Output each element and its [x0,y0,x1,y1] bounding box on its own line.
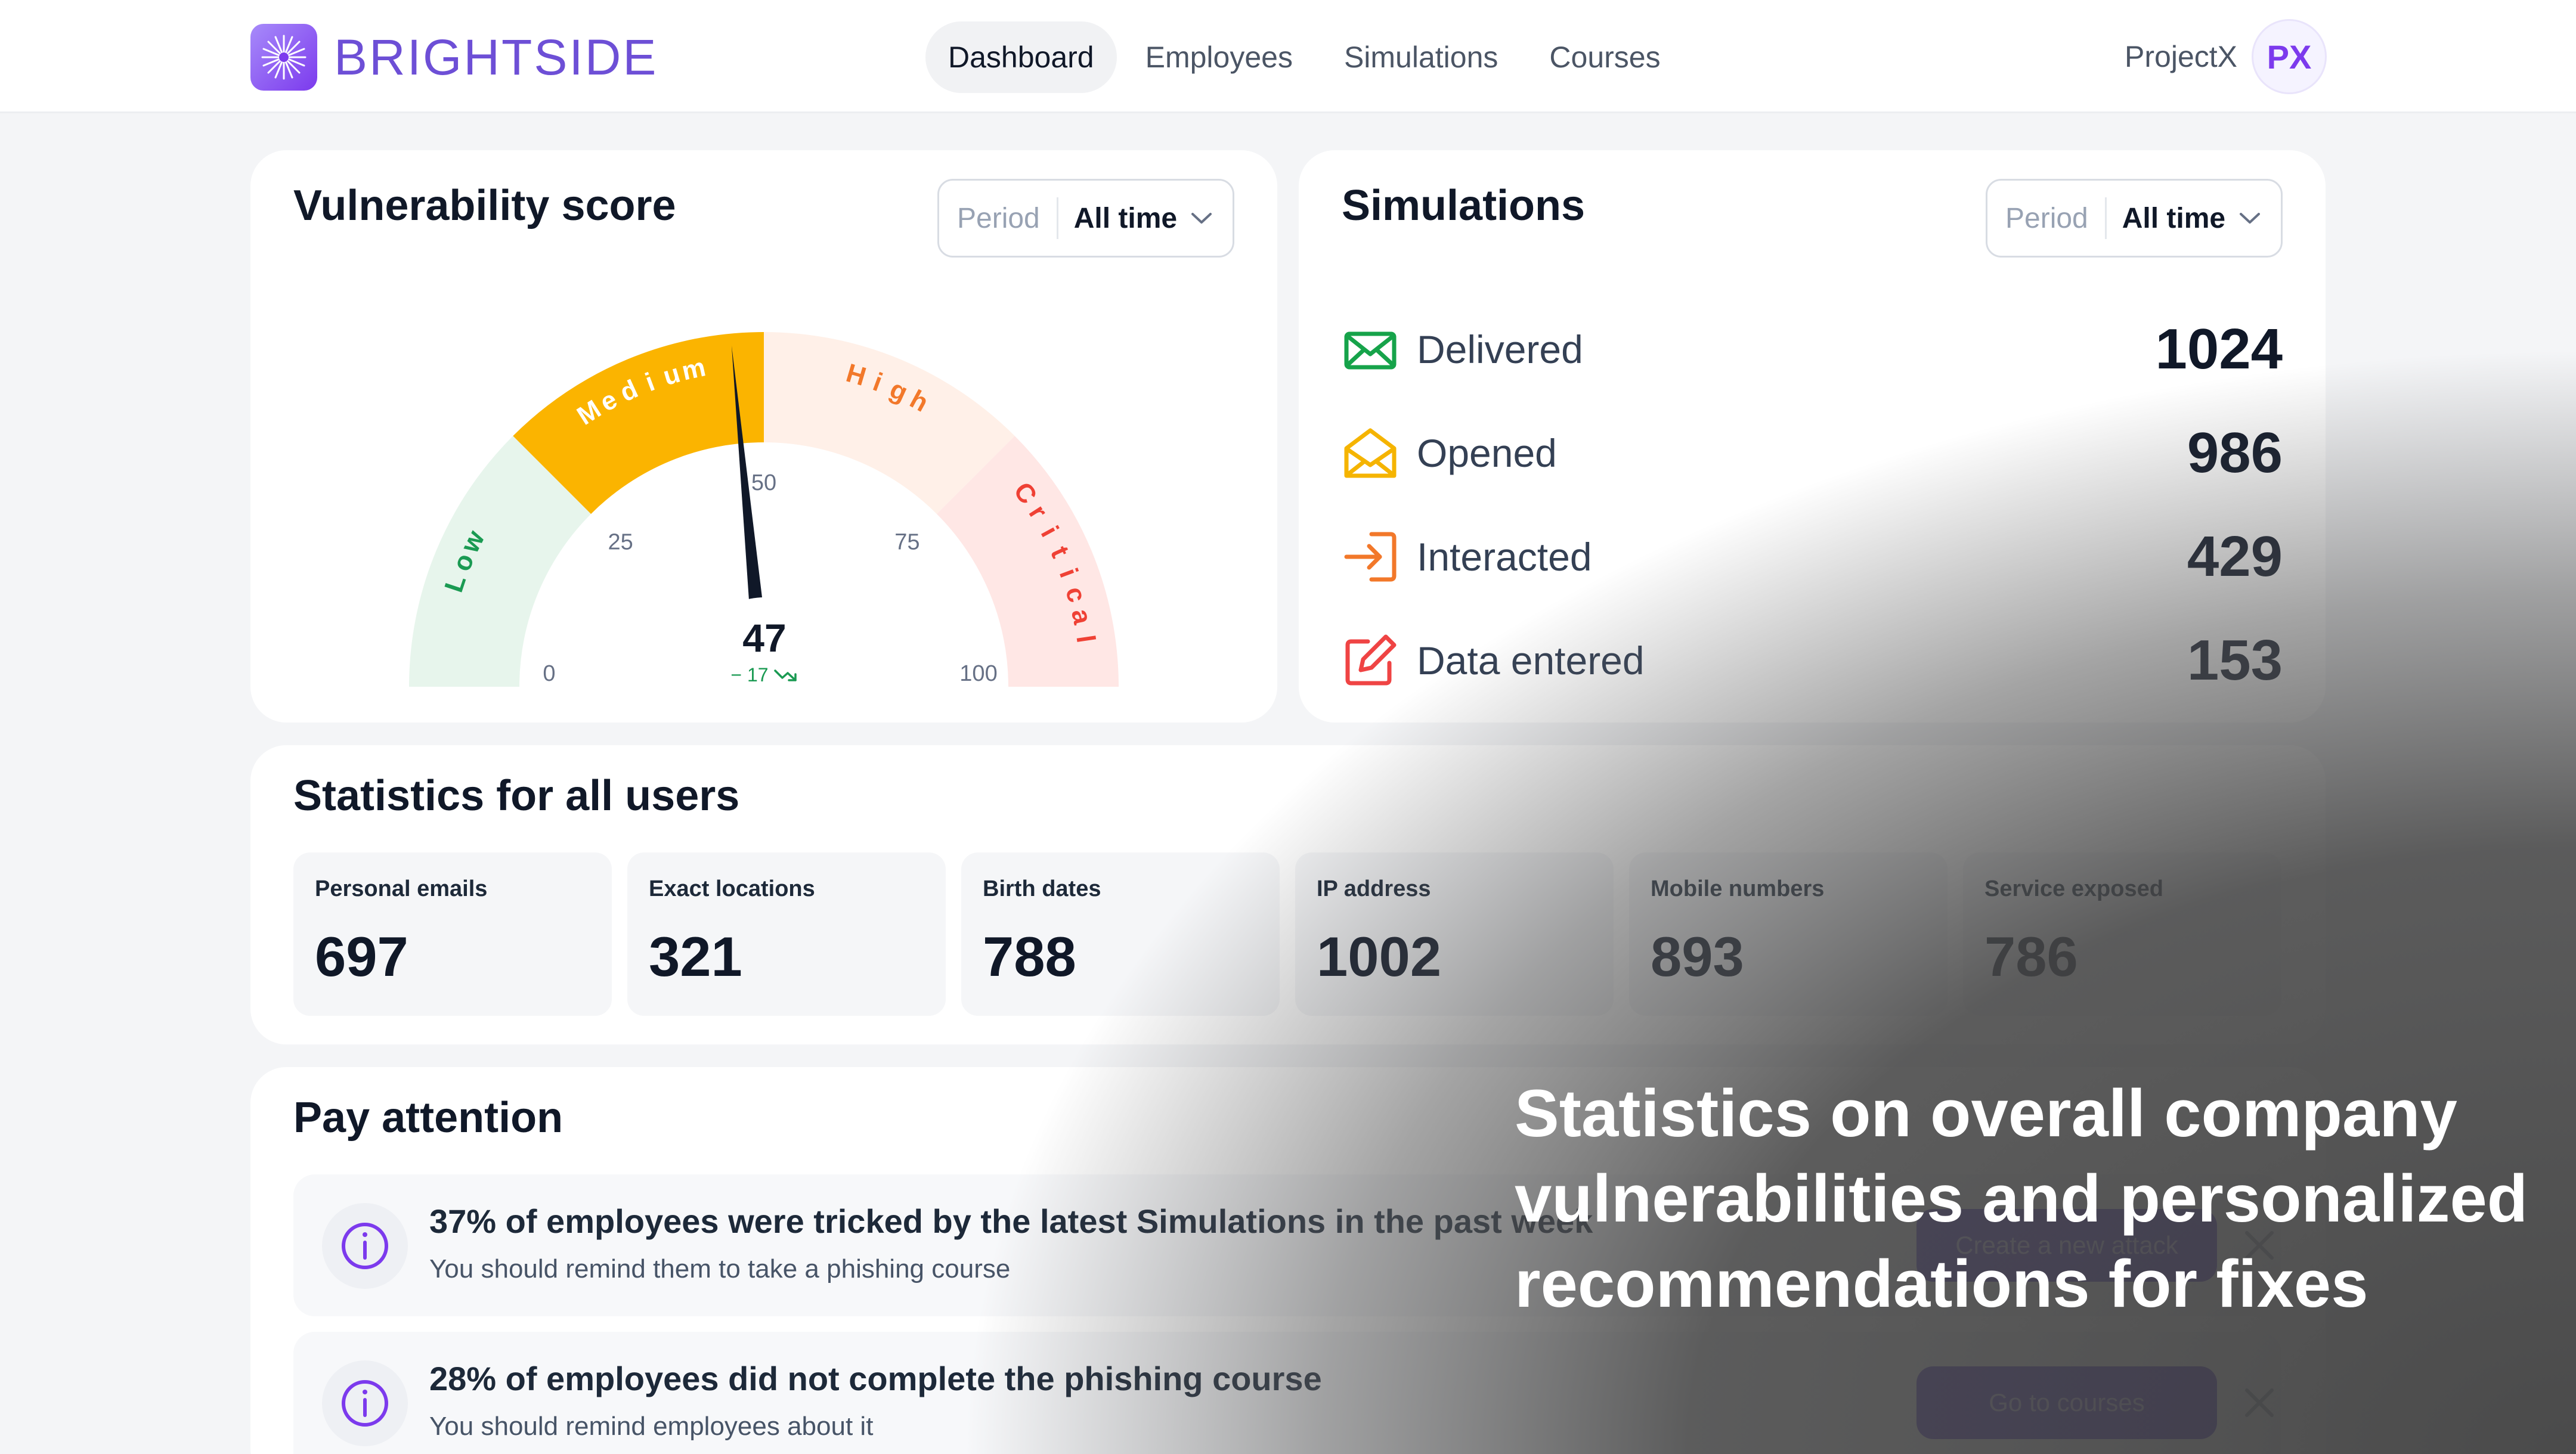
simulations-card: Simulations Period All time Delivered 10… [1299,150,2326,723]
nav-item-employees[interactable]: Employees [1145,41,1293,74]
stat-value: 893 [1651,925,1744,988]
stat-tile-mobile-numbers: Mobile numbers 893 [1629,852,1948,1016]
stat-tile-birth-dates: Birth dates 788 [961,852,1280,1016]
score-change-value: − 17 [730,664,769,686]
brightside-logo-icon [250,24,317,91]
go-to-courses-button[interactable]: Go to courses [1916,1366,2217,1439]
stat-tile-personal-emails: Personal emails 697 [293,852,612,1016]
simulation-row-value: 153 [2187,628,2283,692]
vulnerability-period-select[interactable]: Period All time [937,179,1234,258]
attention-item: 28% of employees did not complete the ph… [293,1332,2281,1454]
gauge-tick-label: 25 [608,530,633,555]
stat-tile-ip-address: IP address 1002 [1295,852,1614,1016]
vulnerability-score-title: Vulnerability score [293,182,676,230]
gauge-tick-label: 75 [894,530,919,555]
chevron-down-icon [2240,213,2261,224]
simulations-title: Simulations [1342,182,1586,230]
stat-value: 786 [1984,925,2078,988]
score-value: 47 [742,616,787,660]
period-value: All time [2122,202,2226,234]
nav-item-simulations[interactable]: Simulations [1343,41,1498,74]
gauge-tick-label: 50 [751,470,776,495]
simulation-row-interacted: Interacted 429 [1342,521,2283,593]
period-label: Period [2005,197,2107,239]
simulation-row-value: 429 [2187,525,2283,588]
nav-item-courses[interactable]: Courses [1549,41,1661,74]
simulation-row-label: Interacted [1417,535,1592,579]
info-icon [322,1203,408,1289]
statistics-title: Statistics for all users [293,772,740,820]
statistics-card: Statistics for all users Personal emails… [250,745,2326,1044]
stat-label: IP address [1317,876,1431,901]
top-navigation-bar: BRIGHTSIDE Dashboard Employees Simulatio… [0,0,2576,113]
edit-icon [1342,632,1399,689]
brand-name: BRIGHTSIDE [334,29,658,85]
stat-label: Service exposed [1984,876,2163,901]
stat-value: 1002 [1317,925,1442,988]
sign-in-icon [1342,528,1399,585]
brand[interactable]: BRIGHTSIDE [250,23,658,92]
nav-item-dashboard[interactable]: Dashboard [925,21,1117,93]
attention-detail: You should remind employees about it [429,1412,874,1441]
trend-down-icon [773,669,797,681]
simulation-row-data-entered: Data entered 153 [1342,625,2283,696]
simulation-row-opened: Opened 986 [1342,417,2283,489]
score-badge: 47 − 17 [693,597,836,699]
simulation-row-delivered: Delivered 1024 [1342,314,2283,385]
gauge-tick-label: 100 [959,661,997,686]
close-icon[interactable] [2238,1382,2280,1424]
attention-detail: You should remind them to take a phishin… [429,1254,1011,1284]
account-name: ProjectX [2125,40,2237,73]
attention-headline: 28% of employees did not complete the ph… [429,1360,1322,1397]
attention-headline: 37% of employees were tricked by the lat… [429,1202,1593,1240]
period-value: All time [1073,202,1178,234]
stat-label: Exact locations [649,876,815,901]
account-menu[interactable]: ProjectX PX [2125,19,2327,94]
promo-caption: Statistics on overall company vulnerabil… [1515,1076,2528,1321]
chevron-down-icon [1191,213,1212,224]
score-change: − 17 [693,664,836,686]
stat-value: 788 [983,925,1076,988]
info-icon [322,1360,408,1446]
stat-value: 697 [315,925,408,988]
simulation-row-label: Data entered [1417,638,1645,683]
gauge-tick-label: 0 [543,661,555,686]
mail-icon [1342,321,1399,378]
simulation-row-value: 986 [2187,421,2283,485]
stat-tile-exact-locations: Exact locations 321 [627,852,946,1016]
stat-label: Birth dates [983,876,1101,901]
mail-open-icon [1342,424,1399,482]
period-label: Period [957,197,1058,239]
main-navigation: Dashboard Employees Simulations Courses [925,21,1683,93]
simulation-row-value: 1024 [2155,317,2283,381]
stat-label: Mobile numbers [1651,876,1825,901]
pay-attention-title: Pay attention [293,1094,564,1142]
stat-value: 321 [649,925,742,988]
stat-tile-service-exposed: Service exposed 786 [1963,852,2281,1016]
avatar[interactable]: PX [2252,19,2327,94]
simulation-row-label: Opened [1417,431,1557,475]
stat-label: Personal emails [315,876,488,901]
simulations-period-select[interactable]: Period All time [1986,179,2283,258]
simulation-row-label: Delivered [1417,327,1583,371]
